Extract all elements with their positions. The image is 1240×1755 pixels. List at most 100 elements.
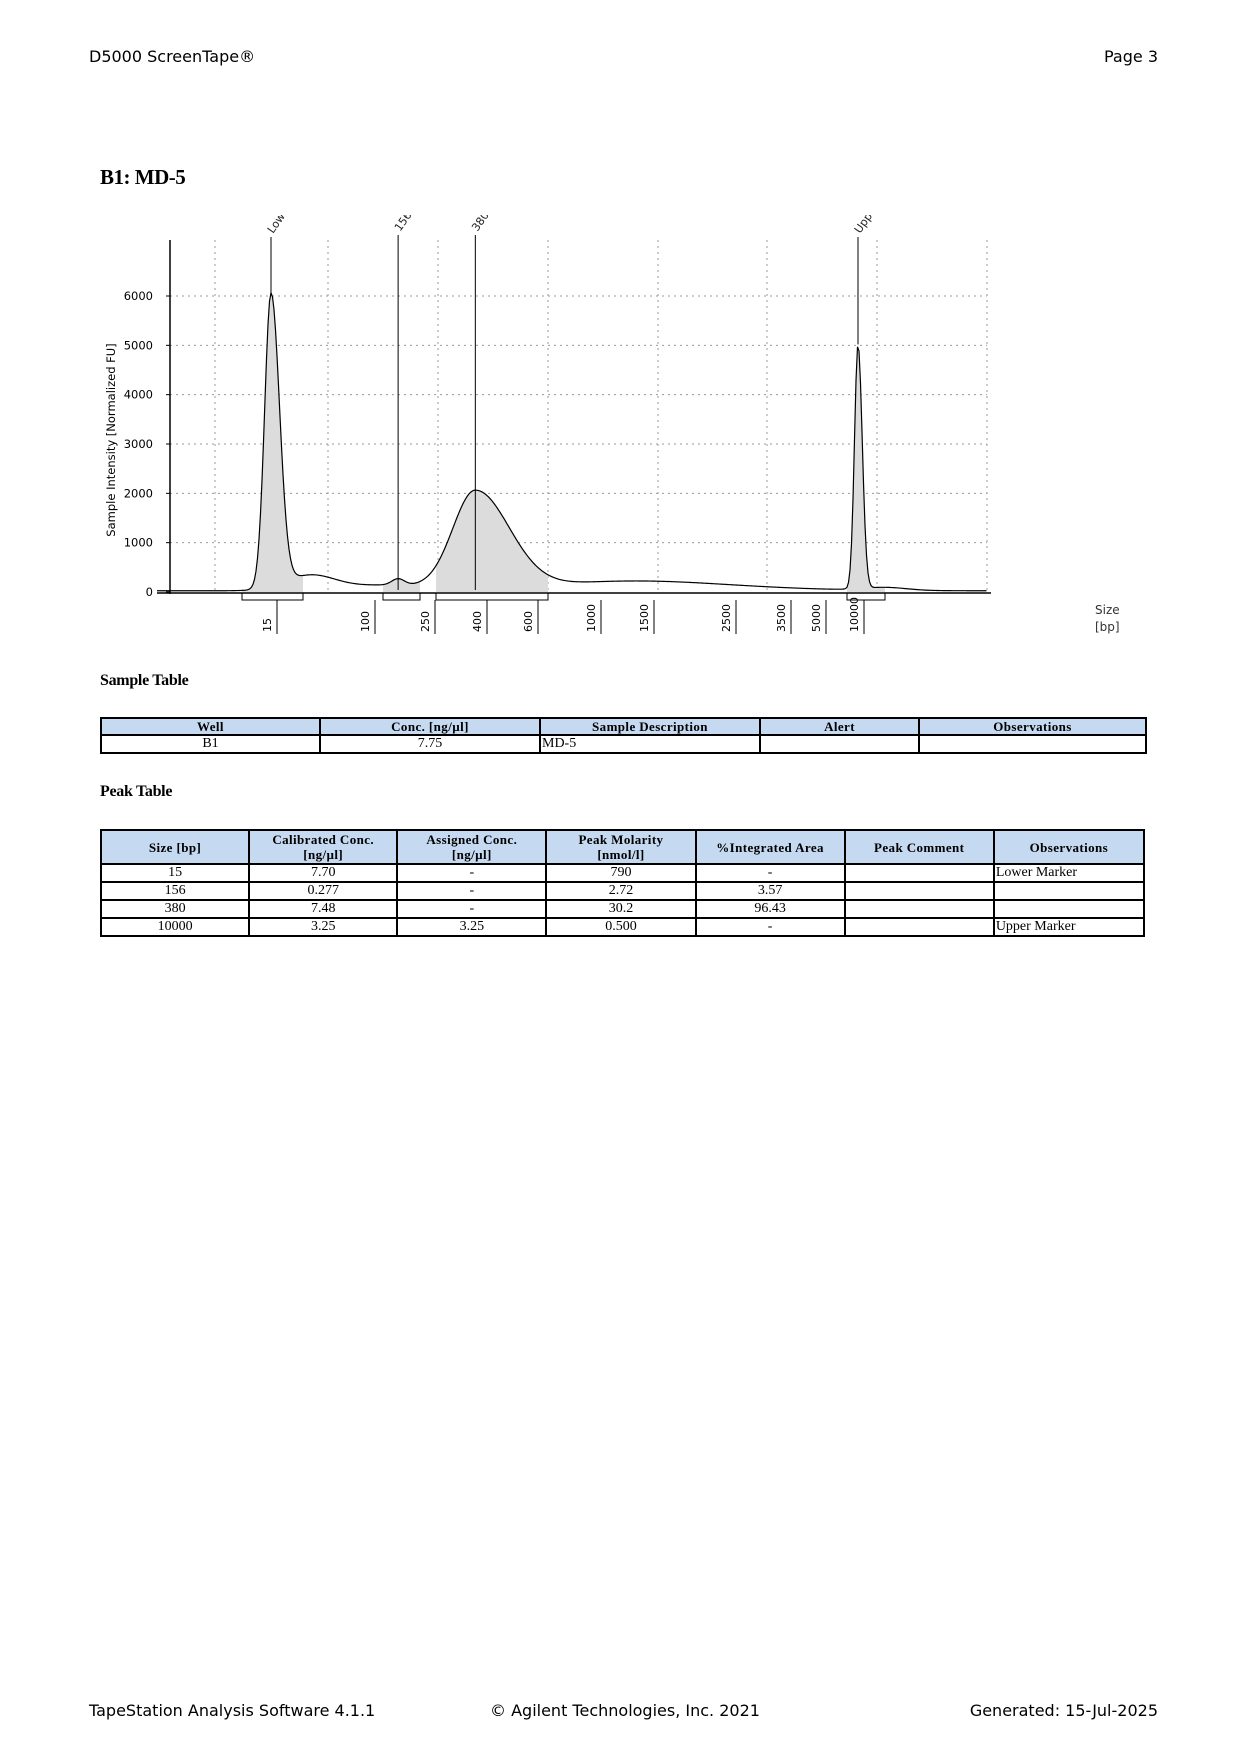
- y-tick-label: 5000: [124, 338, 153, 352]
- footer-software-version: TapeStation Analysis Software 4.1.1: [89, 1701, 376, 1720]
- size-tick-label: 100: [359, 611, 372, 632]
- peak-fills: [241, 292, 886, 601]
- chart-axes: 0 1000 2000 3000 4000 5000 6000: [124, 240, 991, 599]
- header-document-title: D5000 ScreenTape®: [89, 47, 256, 66]
- size-tick-label: 5000: [810, 604, 823, 632]
- cell-peak-molarity: 30.2: [545, 899, 697, 919]
- sample-table-title: Sample Table: [100, 672, 189, 689]
- cell-peak-molarity: 2.72: [545, 881, 697, 901]
- peak-region-156: [383, 578, 420, 592]
- cell-assigned-conc: 3.25: [396, 917, 548, 937]
- y-axis-label: Sample Intensity [Normalized FU]: [104, 343, 118, 536]
- cell-observations: Lower Marker: [992, 863, 1146, 883]
- size-tick-label: 3500: [775, 604, 788, 632]
- col-conc: Conc. [ng/µl]: [319, 717, 541, 736]
- cell-integrated-area: -: [694, 863, 846, 883]
- size-ticks: 15 100 250 400 600 1000 1500 2500 3500 5000 10000: [261, 597, 865, 634]
- peak-region-lower: [242, 292, 303, 592]
- trace-path: [157, 290, 987, 592]
- cell-peak-comment: [843, 881, 995, 901]
- table-row: 15 7.70 - 790 - Lower Marker: [99, 863, 1146, 883]
- size-tick-label: 600: [522, 611, 535, 632]
- peak-label: Upper: [852, 215, 882, 236]
- header-page-number: Page 3: [1104, 47, 1158, 66]
- cell-calibrated-conc: 3.25: [248, 917, 399, 937]
- col-sample-description: Sample Description: [539, 717, 761, 736]
- cell-calibrated-conc: 0.277: [248, 881, 399, 901]
- cell-size: 15: [99, 863, 251, 883]
- size-tick-label: 400: [471, 611, 484, 632]
- cell-alert: [759, 734, 920, 754]
- footer-generated-date: Generated: 15-Jul-2025: [969, 1701, 1158, 1720]
- cell-peak-comment: [843, 899, 995, 919]
- table-row: B1 7.75 MD-5: [100, 734, 1147, 754]
- footer-copyright: © Agilent Technologies, Inc. 2021: [490, 1701, 760, 1720]
- y-tick-label: 1000: [124, 536, 153, 550]
- peak-region-380: [436, 490, 548, 592]
- cell-size: 156: [99, 881, 251, 901]
- y-tick-label: 3000: [124, 437, 153, 451]
- cell-assigned-conc: -: [396, 863, 548, 883]
- sample-table: Well Conc. [ng/µl] Sample Description Al…: [100, 717, 1147, 754]
- electropherogram-svg: 0 1000 2000 3000 4000 5000 6000 Lower 156 380 Upp…: [104, 201, 1120, 634]
- peak-label: 156: [392, 215, 415, 234]
- cell-well: B1: [100, 734, 321, 754]
- peak-markers: Lower 156 380 Upper: [265, 201, 882, 590]
- peak-region-lower-bar: [241, 592, 304, 601]
- y-tick-label: 4000: [124, 388, 153, 402]
- peak-region-156-bar: [382, 592, 421, 601]
- size-tick-label: 1500: [638, 604, 651, 632]
- chart-grid: [170, 240, 988, 592]
- cell-observations: [992, 881, 1146, 901]
- peak-table-title: Peak Table: [100, 783, 173, 800]
- peak-label: Lower: [265, 215, 295, 236]
- peak-region-380-bar: [435, 592, 549, 601]
- col-observations: Observations: [992, 829, 1146, 865]
- cell-calibrated-conc: 7.70: [248, 863, 399, 883]
- peak-region-upper: [847, 344, 885, 592]
- sample-title: B1: MD-5: [100, 165, 186, 189]
- cell-integrated-area: 3.57: [694, 881, 846, 901]
- cell-peak-molarity: 0.500: [545, 917, 697, 937]
- y-tick-label: 2000: [124, 486, 153, 500]
- col-integrated-area: %Integrated Area: [694, 829, 846, 865]
- cell-assigned-conc: -: [396, 881, 548, 901]
- col-well: Well: [100, 717, 321, 736]
- table-row: 156 0.277 - 2.72 3.57: [99, 881, 1146, 901]
- size-tick-label: 250: [419, 611, 432, 632]
- peak-label: 380: [469, 215, 492, 234]
- peak-table-header-row: Size [bp] Calibrated Conc. [ng/µl] Assign…: [99, 829, 1146, 865]
- col-size: Size [bp]: [99, 829, 251, 865]
- size-tick-label: 15: [261, 618, 274, 632]
- size-tick-label: 2500: [720, 604, 733, 632]
- y-tick-label: 6000: [124, 289, 153, 303]
- sample-table-header-row: Well Conc. [ng/µl] Sample Description Al…: [100, 717, 1147, 736]
- peak-table: Size [bp] Calibrated Conc. [ng/µl] Assign…: [99, 829, 1146, 937]
- x-axis-label-unit: [bp]: [1095, 620, 1120, 634]
- cell-peak-comment: [843, 917, 995, 937]
- col-alert: Alert: [759, 717, 920, 736]
- col-calibrated-conc: Calibrated Conc. [ng/µl]: [248, 829, 399, 865]
- y-tick-label: 0: [146, 585, 153, 599]
- cell-assigned-conc: -: [396, 899, 548, 919]
- cell-integrated-area: -: [694, 917, 846, 937]
- table-row: 380 7.48 - 30.2 96.43: [99, 899, 1146, 919]
- cell-observations: [992, 899, 1146, 919]
- size-tick-label: 1000: [585, 604, 598, 632]
- col-peak-molarity: Peak Molarity [nmol/l]: [545, 829, 697, 865]
- size-tick-label: 10000: [848, 597, 861, 632]
- cell-integrated-area: 96.43: [694, 899, 846, 919]
- cell-size: 380: [99, 899, 251, 919]
- cell-peak-comment: [843, 863, 995, 883]
- col-assigned-conc: Assigned Conc. [ng/µl]: [396, 829, 548, 865]
- cell-observations: [918, 734, 1147, 754]
- cell-conc: 7.75: [319, 734, 541, 754]
- table-row: 10000 3.25 3.25 0.500 - Upper Marker: [99, 917, 1146, 937]
- electropherogram-chart: 0 1000 2000 3000 4000 5000 6000 Lower 156 380 Upp…: [95, 201, 1140, 655]
- cell-peak-molarity: 790: [545, 863, 697, 883]
- cell-sample-description: MD-5: [539, 734, 761, 754]
- cell-calibrated-conc: 7.48: [248, 899, 399, 919]
- col-observations: Observations: [918, 717, 1147, 736]
- cell-size: 10000: [99, 917, 251, 937]
- x-axis-label-size: Size: [1095, 603, 1120, 617]
